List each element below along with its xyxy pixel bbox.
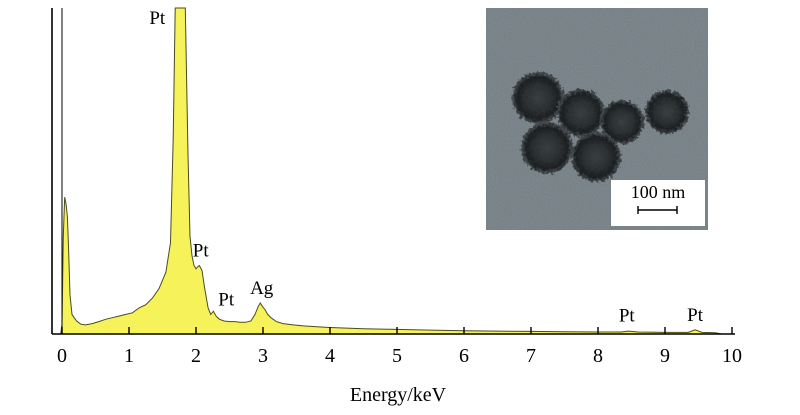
nanoparticle: [600, 100, 644, 144]
x-tick-label: 6: [459, 345, 469, 367]
x-tick-label: 4: [325, 345, 335, 367]
x-tick-label: 5: [392, 345, 402, 367]
peak-labels: Pt Pt Pt Ag Pt Pt: [149, 8, 703, 327]
nanoparticle: [521, 122, 573, 174]
scale-bar-box: [611, 180, 705, 226]
peak-label: Ag: [250, 278, 274, 299]
x-axis-ticks: [61, 327, 733, 334]
x-tick-label: 2: [191, 345, 201, 367]
x-tick-label: 0: [57, 345, 67, 367]
peak-label: Pt: [218, 289, 235, 310]
x-tick-label: 3: [258, 345, 268, 367]
x-axis-title: Energy/keV: [350, 384, 447, 406]
x-tick-label: 1: [124, 345, 134, 367]
scale-bar: [637, 206, 678, 214]
spectrum-line: [60, 7, 722, 335]
peak-label: Pt: [193, 241, 210, 262]
peak-label: Pt: [619, 306, 636, 327]
nanoparticle: [512, 72, 564, 124]
x-tick-label: 9: [660, 345, 670, 367]
x-tick-label: 8: [593, 345, 603, 367]
nanoparticle: [645, 90, 689, 134]
scale-bar-label: 100 nm: [631, 182, 686, 202]
x-tick-label: 10: [722, 345, 742, 367]
nanoparticle: [571, 132, 621, 182]
peak-label: Pt: [687, 305, 704, 326]
tem-inset: 100 nm: [486, 8, 708, 230]
nanoparticle: [557, 89, 605, 137]
x-axis-tick-labels: 0 1 2 3 4 5 6 7 8 9 10: [57, 345, 742, 367]
x-tick-label: 7: [526, 345, 536, 367]
peak-label: Pt: [149, 8, 166, 29]
